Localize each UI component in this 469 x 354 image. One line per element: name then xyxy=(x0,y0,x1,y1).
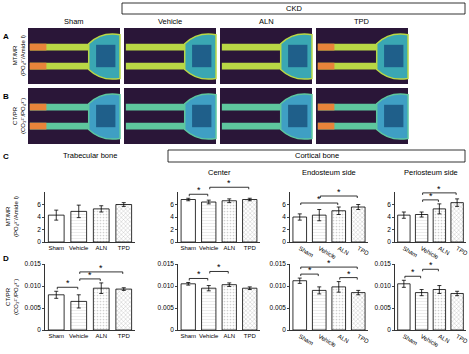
svg-text:Sham: Sham xyxy=(48,245,64,251)
svg-text:4: 4 xyxy=(282,213,286,220)
svg-text:A: A xyxy=(3,32,9,41)
svg-text:Sham: Sham xyxy=(48,333,64,339)
svg-text:Vehicle: Vehicle xyxy=(69,333,89,339)
svg-text:TPD: TPD xyxy=(118,333,131,339)
svg-text:0: 0 xyxy=(282,326,286,333)
svg-text:ALN: ALN xyxy=(337,333,350,344)
svg-text:4: 4 xyxy=(387,213,391,220)
svg-text:ALN: ALN xyxy=(437,245,450,256)
svg-text:2: 2 xyxy=(282,226,286,233)
svg-text:Vehicle: Vehicle xyxy=(420,333,440,348)
svg-text:MT/MR(PO₄³⁻/Amide I): MT/MR(PO₄³⁻/Amide I) xyxy=(5,196,19,237)
svg-text:C: C xyxy=(3,152,9,161)
svg-text:2: 2 xyxy=(37,226,41,233)
svg-text:Trabecular bone: Trabecular bone xyxy=(63,151,117,160)
svg-text:Center: Center xyxy=(208,168,231,177)
svg-text:*: * xyxy=(411,267,415,277)
svg-text:4: 4 xyxy=(37,213,41,220)
svg-text:B: B xyxy=(3,92,9,101)
svg-text:ALN: ALN xyxy=(437,333,450,344)
svg-text:D: D xyxy=(3,254,9,263)
svg-text:2: 2 xyxy=(387,226,391,233)
svg-text:Vehicle: Vehicle xyxy=(317,333,337,348)
svg-text:Sham: Sham xyxy=(180,333,196,339)
svg-text:Periosteum side: Periosteum side xyxy=(404,168,458,177)
svg-text:Sham: Sham xyxy=(180,245,196,251)
svg-text:Sham: Sham xyxy=(402,245,419,258)
svg-text:*: * xyxy=(308,265,312,275)
svg-text:TPD: TPD xyxy=(455,245,469,257)
svg-text:ALN: ALN xyxy=(259,17,274,26)
svg-text:0.015: 0.015 xyxy=(375,260,392,267)
svg-text:0.005: 0.005 xyxy=(158,304,175,311)
svg-text:TPD: TPD xyxy=(244,333,257,339)
svg-text:*: * xyxy=(197,185,201,195)
svg-text:ALN: ALN xyxy=(223,333,235,339)
svg-text:0: 0 xyxy=(170,238,174,245)
svg-text:Vehicle: Vehicle xyxy=(317,245,337,260)
svg-text:*: * xyxy=(317,194,321,204)
svg-text:MT/MR(PO₄³⁻/Amide I): MT/MR(PO₄³⁻/Amide I) xyxy=(12,35,26,76)
svg-text:0.005: 0.005 xyxy=(25,304,42,311)
svg-text:0.010: 0.010 xyxy=(25,282,42,289)
svg-text:*: * xyxy=(99,263,103,273)
svg-text:*: * xyxy=(429,260,433,270)
svg-text:2: 2 xyxy=(170,226,174,233)
svg-text:Sham: Sham xyxy=(64,17,84,26)
svg-text:0: 0 xyxy=(37,326,41,333)
svg-text:*: * xyxy=(437,184,441,194)
svg-text:0: 0 xyxy=(387,238,391,245)
svg-text:6: 6 xyxy=(282,201,286,208)
svg-text:*: * xyxy=(347,269,351,279)
svg-text:0: 0 xyxy=(37,238,41,245)
svg-text:*: * xyxy=(429,191,433,201)
svg-text:0: 0 xyxy=(170,326,174,333)
svg-text:0.005: 0.005 xyxy=(270,304,287,311)
svg-text:*: * xyxy=(337,187,341,197)
svg-text:TPD: TPD xyxy=(356,245,370,257)
svg-text:0.010: 0.010 xyxy=(158,282,175,289)
svg-text:CT/PR(CO₃²⁻/PO₄³⁻): CT/PR(CO₃²⁻/PO₄³⁻) xyxy=(12,98,26,134)
svg-text:0: 0 xyxy=(282,238,286,245)
svg-text:0.015: 0.015 xyxy=(270,260,287,267)
svg-text:TPD: TPD xyxy=(455,333,469,345)
svg-text:Sham: Sham xyxy=(402,333,419,346)
svg-text:0.015: 0.015 xyxy=(158,260,175,267)
svg-text:6: 6 xyxy=(37,201,41,208)
svg-text:*: * xyxy=(217,262,221,272)
svg-text:Vehicle: Vehicle xyxy=(69,245,89,251)
svg-text:6: 6 xyxy=(387,201,391,208)
svg-text:Sham: Sham xyxy=(298,333,315,346)
svg-text:0.010: 0.010 xyxy=(270,282,287,289)
svg-text:TPD: TPD xyxy=(244,245,257,251)
svg-text:TPD: TPD xyxy=(354,17,370,26)
svg-text:TPD: TPD xyxy=(356,333,370,345)
svg-text:0.010: 0.010 xyxy=(375,282,392,289)
svg-text:*: * xyxy=(227,178,231,188)
svg-text:CT/PR(CO₃²⁻/PO₄³⁻): CT/PR(CO₃²⁻/PO₄³⁻) xyxy=(5,279,19,315)
svg-text:ALN: ALN xyxy=(337,245,350,256)
svg-text:*: * xyxy=(327,258,331,268)
svg-text:ALN: ALN xyxy=(95,333,107,339)
svg-text:Cortical bone: Cortical bone xyxy=(295,151,339,160)
svg-text:Endosteum side: Endosteum side xyxy=(302,168,356,177)
svg-text:CKD: CKD xyxy=(286,4,302,13)
svg-text:Vehicle: Vehicle xyxy=(420,245,440,260)
svg-text:Vehicle: Vehicle xyxy=(199,333,219,339)
svg-text:Vehicle: Vehicle xyxy=(158,17,182,26)
svg-text:*: * xyxy=(66,278,70,288)
svg-text:0: 0 xyxy=(387,326,391,333)
svg-text:TPD: TPD xyxy=(118,245,131,251)
svg-text:Sham: Sham xyxy=(298,245,315,258)
svg-text:*: * xyxy=(88,270,92,280)
svg-text:Vehicle: Vehicle xyxy=(199,245,219,251)
svg-text:ALN: ALN xyxy=(95,245,107,251)
svg-text:4: 4 xyxy=(170,213,174,220)
svg-text:0.005: 0.005 xyxy=(375,304,392,311)
svg-text:*: * xyxy=(197,269,201,279)
svg-text:0.015: 0.015 xyxy=(25,260,42,267)
svg-text:ALN: ALN xyxy=(223,245,235,251)
svg-text:6: 6 xyxy=(170,201,174,208)
